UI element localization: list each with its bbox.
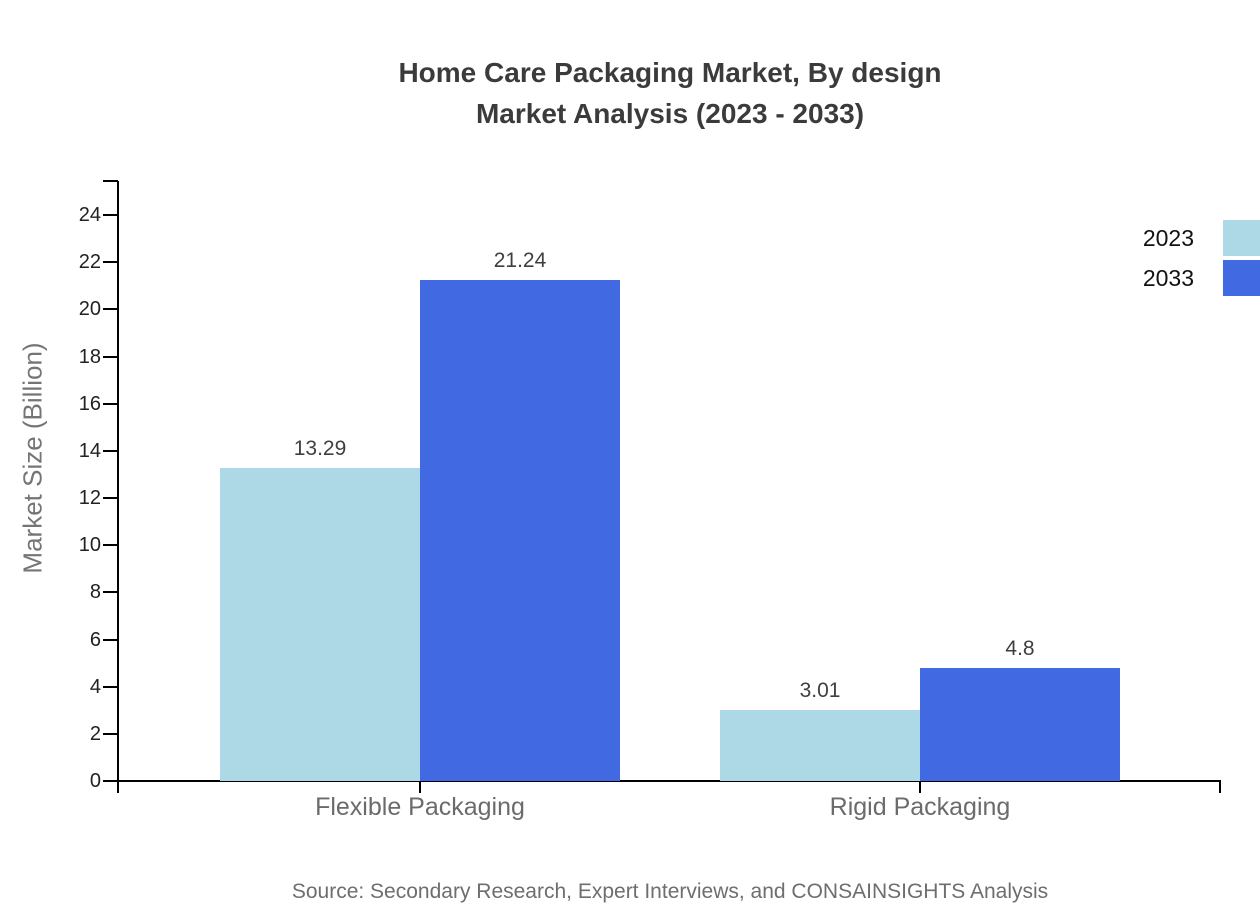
bar-2033-flexible-packaging: [420, 280, 620, 781]
value-label-2033-flexible-packaging: 21.24: [493, 249, 547, 273]
y-tick-label: 4: [89, 675, 101, 698]
value-label-2023-flexible-packaging: 13.29: [293, 436, 347, 460]
y-tick-label: 18: [78, 345, 101, 368]
y-tick-label: 6: [89, 628, 101, 651]
y-tick-label: 20: [78, 298, 101, 321]
y-tick-label: 16: [78, 392, 101, 415]
legend-swatch-2033: [1223, 260, 1260, 296]
legend-label-2033: 2033: [1142, 264, 1194, 291]
y-tick: [103, 449, 118, 452]
legend: 2023 2033: [1143, 218, 1260, 298]
y-tick: [103, 732, 118, 735]
bar-2023-rigid-packaging: [720, 710, 920, 781]
y-tick-label: 24: [78, 204, 101, 226]
category-label-rigid-packaging: Rigid Packaging: [829, 793, 1011, 821]
y-tick: [103, 308, 118, 311]
y-tick: [103, 591, 118, 594]
y-tick: [103, 685, 118, 688]
y-tick: [103, 497, 118, 499]
y-tick-label: 22: [78, 251, 101, 274]
chart-title-line2: Market Analysis (2023 - 2033): [475, 98, 865, 129]
y-tick-label: 0: [89, 770, 101, 792]
x-tick: [919, 781, 921, 793]
y-tick-label: 10: [78, 534, 101, 557]
bar-2033-rigid-packaging: [920, 667, 1120, 781]
value-label-2023-rigid-packaging: 3.01: [799, 679, 841, 702]
y-tick: [103, 638, 118, 641]
chart-title: Home Care Packaging Market, By design Ma…: [80, 52, 1260, 134]
y-tick-label: 14: [78, 439, 101, 462]
chart-title-line1: Home Care Packaging Market, By design: [398, 57, 942, 88]
category-label-flexible-packaging: Flexible Packaging: [315, 793, 525, 821]
legend-swatch-2023: [1223, 220, 1260, 256]
y-axis-line: [117, 181, 119, 793]
x-axis-end-tick: [1219, 781, 1221, 793]
y-tick: [103, 402, 118, 405]
y-tick: [103, 780, 118, 782]
y-tick-label: 2: [89, 722, 101, 745]
y-tick-label: 12: [78, 487, 101, 509]
y-tick: [103, 355, 118, 358]
source-note: Source: Secondary Research, Expert Inter…: [291, 880, 1049, 903]
y-tick: [103, 544, 118, 547]
y-tick-label: 8: [89, 581, 101, 604]
value-label-2033-rigid-packaging: 4.8: [1005, 636, 1035, 660]
y-axis-end-tick: [103, 180, 118, 182]
bar-2023-flexible-packaging: [220, 467, 420, 781]
x-tick: [419, 781, 421, 793]
legend-label-2023: 2023: [1142, 224, 1194, 251]
legend-row-2023: 2023: [1143, 218, 1260, 258]
y-tick: [103, 214, 118, 216]
legend-row-2033: 2033: [1143, 258, 1260, 298]
x-axis-line: [117, 780, 1221, 782]
y-tick: [103, 261, 118, 264]
